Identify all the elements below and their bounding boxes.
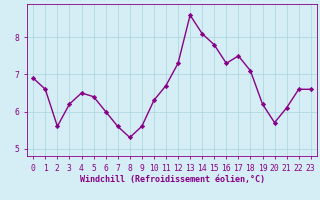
X-axis label: Windchill (Refroidissement éolien,°C): Windchill (Refroidissement éolien,°C)	[79, 175, 265, 184]
